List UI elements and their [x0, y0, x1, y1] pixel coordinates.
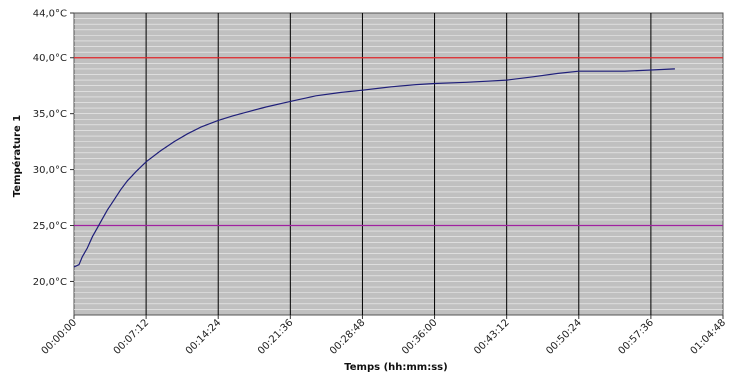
y-tick-label: 35,0°C — [33, 109, 67, 120]
y-tick-label: 20,0°C — [33, 277, 67, 288]
y-tick-label: 40,0°C — [33, 53, 67, 64]
y-tick-label: 30,0°C — [33, 165, 67, 176]
series-line — [73, 68, 675, 268]
reference-lines — [74, 57, 723, 227]
x-axis-title: Temps (hh:mm:ss) — [344, 362, 447, 373]
y-tick-label: 25,0°C — [33, 221, 67, 232]
y-tick-labels: 20,0°C 25,0°C 30,0°C 35,0°C 40,0°C 44,0°C — [33, 9, 74, 288]
major-gridlines — [145, 13, 652, 315]
y-axis-title: Température 1 — [11, 115, 23, 197]
y-tick-label: 44,0°C — [33, 9, 67, 20]
